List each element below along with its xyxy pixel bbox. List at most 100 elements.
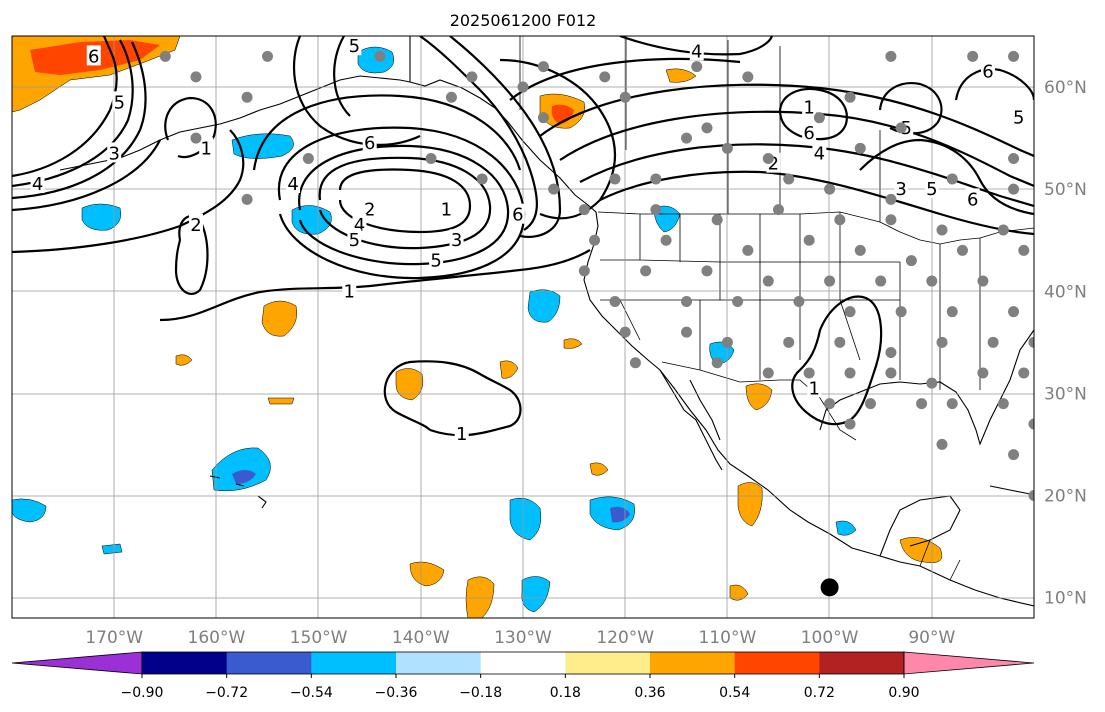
- colorbar-extend-low: [11, 651, 143, 675]
- station-dot: [1008, 183, 1020, 195]
- station-dot: [619, 91, 631, 103]
- station-dot: [691, 61, 703, 73]
- contour-line: [292, 36, 421, 146]
- contour-line: [333, 36, 351, 117]
- contour-label: 5: [1013, 108, 1024, 129]
- station-dot: [537, 112, 549, 124]
- contour-label: 2: [364, 200, 375, 221]
- station-dot: [732, 295, 744, 307]
- station-dot: [742, 71, 754, 83]
- station-dot: [854, 142, 866, 154]
- contour-line: [12, 36, 118, 178]
- shade-orange-patch: [499, 360, 519, 379]
- station-dot: [967, 50, 979, 62]
- contour-label-bg: [30, 173, 45, 194]
- shade-orange-patch: [745, 383, 773, 411]
- station-dot: [374, 50, 386, 62]
- contour-label-bg: [807, 377, 822, 398]
- station-dot: [936, 224, 948, 236]
- shade-orange-patch: [261, 300, 297, 337]
- station-dot: [997, 224, 1009, 236]
- contour-label-bg: [362, 198, 377, 219]
- station-dot: [783, 336, 795, 348]
- station-dot: [844, 418, 856, 430]
- station-dot: [1018, 244, 1030, 256]
- colorbar-label: −0.36: [375, 685, 418, 701]
- colorbar-label: −0.90: [121, 685, 164, 701]
- contour-line: [12, 39, 134, 188]
- shade-orange-patch: [267, 397, 295, 405]
- station-dot: [844, 306, 856, 318]
- station-dot: [895, 306, 907, 318]
- station-dot: [773, 204, 784, 216]
- shade-blue-patch: [527, 289, 561, 323]
- coastline-aleutians: [59, 149, 141, 171]
- longitude-label: 130°W: [494, 628, 552, 648]
- colorbar-label: 0.18: [550, 685, 581, 701]
- station-dot: [885, 214, 897, 226]
- contour-line: [318, 156, 492, 250]
- station-dot: [619, 326, 631, 338]
- contour-line: [419, 36, 538, 231]
- latitude-labels: 10°N 20°N 30°N 40°N 50°N 60°N: [1044, 78, 1087, 609]
- station-dot: [824, 398, 836, 410]
- contour-label-bg: [981, 60, 996, 81]
- station-dot: [803, 367, 815, 379]
- station-dot: [548, 183, 560, 195]
- contour-label-bg: [802, 122, 817, 142]
- station-dot: [640, 265, 652, 277]
- shade-blue-patch: [81, 203, 121, 231]
- contour-label: 1: [803, 97, 814, 118]
- contour-label: 2: [768, 154, 779, 175]
- contour-label: 1: [344, 281, 355, 302]
- station-dot: [476, 173, 488, 185]
- station-dot: [885, 347, 897, 359]
- latitude-label: 10°N: [1044, 589, 1087, 609]
- contour-line: [338, 168, 472, 234]
- station-dot: [650, 173, 662, 185]
- shade-orange-patch: [409, 561, 445, 587]
- station-dot: [987, 336, 999, 348]
- contour-label-bg: [454, 423, 469, 444]
- station-dot: [517, 81, 529, 93]
- coastline-north-america: [409, 36, 1034, 607]
- contour-label: 6: [967, 189, 978, 210]
- graticule: [12, 36, 1034, 618]
- contour-line: [619, 36, 774, 56]
- contour-label: 1: [441, 200, 452, 221]
- colorbar-segment: [226, 652, 312, 674]
- contour-line: [159, 249, 591, 322]
- contour-label-bg: [188, 213, 203, 234]
- station-dot: [599, 71, 611, 83]
- shade-blue-patch: [509, 498, 542, 541]
- contour-label: 5: [349, 36, 360, 57]
- station-dot: [956, 244, 968, 256]
- colorbar-label: 0.54: [719, 685, 750, 701]
- station-dot: [885, 367, 897, 379]
- station-dot: [936, 438, 948, 450]
- contour-label: 5: [926, 179, 937, 200]
- station-dot: [1028, 489, 1034, 501]
- longitude-label: 120°W: [596, 628, 654, 648]
- latitude-label: 20°N: [1044, 486, 1087, 506]
- station-dot: [1028, 336, 1034, 348]
- shade-orange-patch: [737, 482, 763, 527]
- station-dot: [466, 71, 478, 83]
- contour-label: 3: [108, 143, 119, 164]
- station-dot: [629, 357, 641, 369]
- contour-label: 6: [88, 46, 99, 67]
- station-dot: [783, 173, 795, 185]
- station-dot: [742, 244, 754, 256]
- latitude-label: 60°N: [1044, 78, 1087, 98]
- colorbar-label: 0.72: [804, 685, 835, 701]
- station-layer: [159, 50, 1034, 501]
- contour-line: [599, 170, 1034, 236]
- coastline-gulf: [819, 329, 1034, 446]
- contour-line: [383, 360, 522, 437]
- colorbar-label: 0.90: [888, 685, 919, 701]
- station-dot: [1008, 449, 1020, 461]
- contour-label: 2: [190, 215, 201, 236]
- station-dot: [895, 122, 907, 134]
- station-dot: [445, 91, 457, 103]
